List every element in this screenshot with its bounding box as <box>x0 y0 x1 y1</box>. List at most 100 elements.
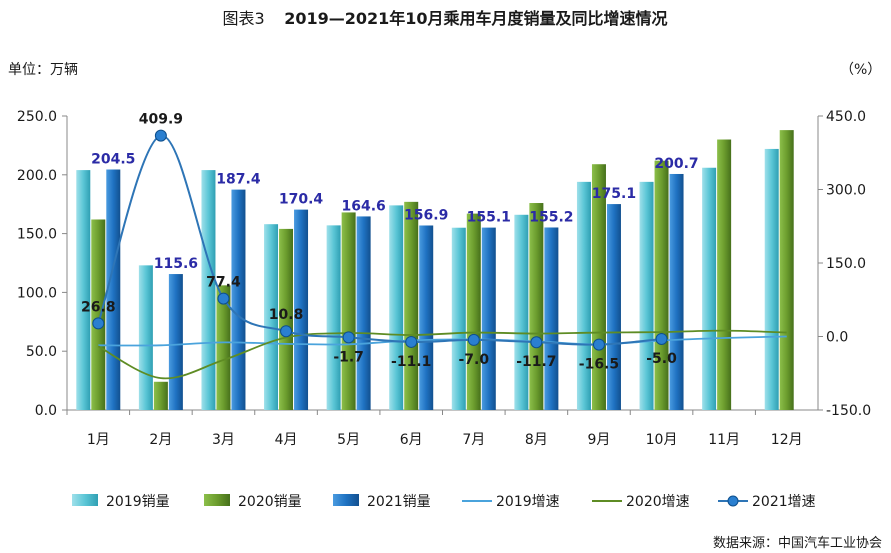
legend-swatch-2021销量 <box>333 494 359 506</box>
marker-2021增速 <box>405 335 418 348</box>
bar-2020销量 <box>216 285 231 410</box>
growth-value-label: -7.0 <box>458 352 489 368</box>
legend-label: 2021增速 <box>752 494 816 510</box>
bar-2019销量 <box>764 148 779 411</box>
bar-2021销量 <box>606 204 621 410</box>
legend-label: 2019销量 <box>106 494 170 510</box>
figure-label: 图表3 <box>222 9 264 28</box>
bar-2019销量 <box>514 214 529 410</box>
bar-2021销量 <box>231 189 246 410</box>
right-axis-unit: （%） <box>840 62 881 78</box>
chart-title: 图表3 2019—2021年10月乘用车月度销量及同比增速情况 <box>222 9 667 28</box>
y-tick-label: 100.0 <box>17 285 57 301</box>
bar-2019销量 <box>138 265 153 410</box>
line-2020增速 <box>97 329 787 380</box>
lines-layer <box>92 129 787 380</box>
bar-2019销量 <box>576 181 591 410</box>
bar-value-label: 164.6 <box>341 198 385 214</box>
bar-value-label: 155.2 <box>529 209 573 225</box>
x-tick-label: 11月 <box>708 432 740 448</box>
growth-value-label: 409.9 <box>139 112 183 128</box>
x-tick-label: 7月 <box>462 432 485 448</box>
growth-value-label: -5.0 <box>646 351 677 367</box>
bar-2020销量 <box>404 201 419 410</box>
y-tick-label: 50.0 <box>26 344 57 360</box>
left-axis-unit: 单位：万辆 <box>8 62 78 78</box>
bar-2021销量 <box>356 216 371 410</box>
y2-tick-label: 150.0 <box>826 256 866 272</box>
bar-2019销量 <box>264 224 279 410</box>
marker-2021增速 <box>655 332 668 345</box>
x-tick-label: 4月 <box>275 432 298 448</box>
y2-tick-label: -150.0 <box>826 403 871 419</box>
bar-value-label: 204.5 <box>91 152 135 168</box>
bar-2020销量 <box>654 160 669 410</box>
x-tick-label: 9月 <box>587 432 610 448</box>
y-tick-label: 0.0 <box>35 403 57 419</box>
bar-2021销量 <box>544 227 559 410</box>
bar-2019销量 <box>702 167 717 410</box>
bar-2020销量 <box>529 203 544 410</box>
y-tick-label: 250.0 <box>17 109 57 125</box>
bar-value-label: 115.6 <box>154 256 198 272</box>
growth-value-label: -11.1 <box>391 354 431 370</box>
marker-2021增速 <box>280 325 293 338</box>
marker-2021增速 <box>592 338 605 351</box>
bar-2020销量 <box>466 213 481 410</box>
bar-2021销量 <box>481 227 496 410</box>
y-tick-label: 200.0 <box>17 168 57 184</box>
bar-2020销量 <box>779 130 794 410</box>
growth-value-label: -1.7 <box>333 349 364 365</box>
x-tick-label: 12月 <box>771 432 803 448</box>
x-tick-label: 8月 <box>525 432 548 448</box>
bar-2021销量 <box>669 173 684 410</box>
growth-value-label: 26.8 <box>81 299 116 315</box>
bar-2020销量 <box>717 139 732 410</box>
x-tick-label: 10月 <box>646 432 678 448</box>
bar-value-label: 175.1 <box>592 186 636 202</box>
bar-value-label: 187.4 <box>216 172 261 188</box>
x-tick-label: 1月 <box>87 432 110 448</box>
bar-2020销量 <box>91 219 106 410</box>
bars-layer <box>76 130 794 411</box>
y2-tick-label: 450.0 <box>826 109 866 125</box>
bar-value-label: 155.1 <box>467 210 511 226</box>
bar-2021销量 <box>168 274 183 410</box>
bar-2021销量 <box>294 209 309 410</box>
legend-swatch-2019销量 <box>72 494 98 506</box>
marker-2021增速 <box>467 333 480 346</box>
legend-marker-2021增速 <box>727 495 739 507</box>
legend-label: 2019增速 <box>496 494 560 510</box>
growth-value-label: -16.5 <box>579 357 619 373</box>
legend-swatch-2020销量 <box>204 494 230 506</box>
bar-2021销量 <box>106 169 121 410</box>
axes: 0.0 50.0 100.0 150.0 200.0 250.0 -150.0 0.0 150.… <box>17 109 871 448</box>
x-tick-label: 2月 <box>149 432 172 448</box>
y2-tick-label: 0.0 <box>826 330 848 346</box>
growth-value-label: 10.8 <box>269 307 304 323</box>
bar-2019销量 <box>76 170 91 410</box>
marker-2021增速 <box>530 336 543 349</box>
bar-2020销量 <box>341 212 356 410</box>
y2-tick-label: 300.0 <box>826 183 866 199</box>
bar-2020销量 <box>153 381 168 410</box>
y-tick-label: 150.0 <box>17 227 57 243</box>
bar-2019销量 <box>201 170 216 410</box>
bar-2019销量 <box>389 205 404 410</box>
bar-2019销量 <box>639 181 654 410</box>
bar-2020销量 <box>279 228 294 410</box>
labels-layer: 204.5 115.6 187.4 170.4 164.6 156.9 155.1 155.2… <box>81 112 699 373</box>
legend-label: 2021销量 <box>367 494 431 510</box>
source-note: 数据来源：中国汽车工业协会 <box>713 535 882 551</box>
marker-2021增速 <box>217 292 230 305</box>
x-tick-label: 3月 <box>212 432 235 448</box>
legend: 2019销量 2020销量 2021销量 2019增速 2020增速 2021增速 <box>72 494 816 510</box>
bar-2021销量 <box>419 225 434 410</box>
bar-value-label: 200.7 <box>654 156 698 172</box>
legend-label: 2020增速 <box>626 494 690 510</box>
x-tick-label: 5月 <box>337 432 360 448</box>
growth-value-label: 77.4 <box>206 275 241 291</box>
legend-label: 2020销量 <box>238 494 302 510</box>
bar-2019销量 <box>326 225 341 410</box>
